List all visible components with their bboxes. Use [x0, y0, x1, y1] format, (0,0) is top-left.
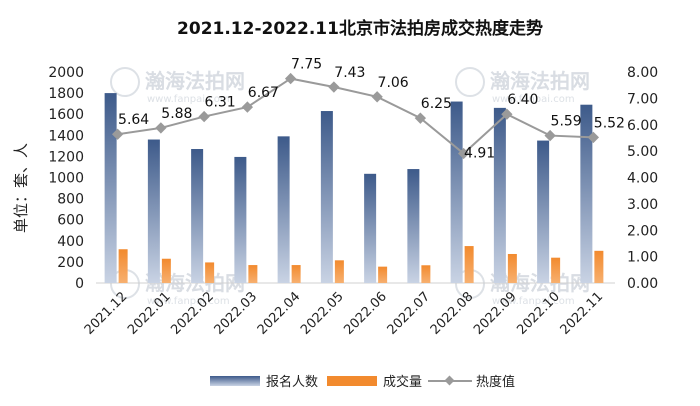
- line-series: 5.64 5.88 6.31 6.67 7.75 7.43 7.06 6.25 4.91 6.40…: [111, 57, 625, 161]
- legend: 报名人数 成交量 热度值: [210, 374, 515, 390]
- bar-deals: [118, 249, 128, 283]
- heat-data-label: 5.52: [594, 115, 625, 131]
- heat-data-label: 7.43: [334, 65, 365, 81]
- heat-point: [587, 131, 600, 144]
- heat-data-label: 7.75: [291, 57, 322, 73]
- heat-data-label: 5.59: [551, 114, 582, 130]
- bar-signups: [450, 101, 463, 283]
- watermark-url: www.fanpai.com: [492, 296, 575, 307]
- y-tick-label: 200: [57, 255, 84, 271]
- y2-tick-label: 8.00: [627, 65, 658, 81]
- y-tick-label: 1000: [48, 171, 84, 187]
- heat-point: [241, 101, 254, 113]
- y-tick-label: 1800: [48, 86, 84, 102]
- legend-label-heat: 热度值: [476, 374, 515, 390]
- bar-signups: [364, 173, 377, 283]
- bar-deals: [464, 246, 474, 283]
- bar-signups: [191, 149, 204, 283]
- x-tick-label: 2022.04: [255, 289, 304, 338]
- heat-data-label: 6.25: [421, 96, 452, 112]
- y2-tick-label: 5.00: [627, 144, 658, 160]
- y-tick-label: 1600: [48, 107, 84, 123]
- y-tick-label: 600: [57, 213, 84, 229]
- y-axis-label: 单位：套、人: [12, 143, 30, 233]
- x-tick-label: 2022.05: [298, 289, 347, 338]
- y-tick-label: 1400: [48, 128, 84, 144]
- bar-signups: [493, 107, 506, 284]
- watermark-url: www.fanpai.com: [492, 94, 575, 105]
- y-tick-label: 800: [57, 192, 84, 208]
- heat-point: [544, 129, 556, 142]
- heat-point: [155, 122, 167, 134]
- heat-point: [284, 72, 297, 85]
- heat-data-label: 6.67: [248, 85, 279, 101]
- y-tick-label: 1200: [48, 149, 84, 165]
- bar-signups: [407, 169, 420, 283]
- bar-signups: [147, 139, 160, 283]
- heat-data-label: 6.40: [507, 92, 538, 108]
- watermark-url: www.fanpai.com: [147, 94, 230, 105]
- bar-deals: [248, 265, 258, 283]
- heat-point: [457, 147, 470, 160]
- legend-label-signups: 报名人数: [266, 374, 318, 390]
- heat-data-label: 7.06: [378, 75, 409, 91]
- y-tick-label: 400: [57, 234, 84, 250]
- heat-point: [328, 81, 340, 93]
- watermark-text: 瀚海法拍网: [490, 69, 590, 93]
- x-tick-label: 2022.08: [428, 289, 477, 338]
- heat-point: [198, 110, 210, 123]
- y2-tick-label: 3.00: [627, 197, 658, 213]
- watermark-logo: [455, 67, 485, 97]
- x-tick-label: 2022.07: [385, 289, 434, 338]
- bar-signups: [537, 140, 550, 283]
- x-tick-label: 2022.06: [341, 289, 390, 338]
- y-tick-label: 0: [75, 276, 84, 292]
- bar-deals: [594, 250, 604, 283]
- bar-deals: [161, 258, 171, 283]
- watermark-text: 瀚海法拍网: [145, 69, 245, 93]
- legend-swatch-signups: [210, 376, 260, 386]
- bar-signups: [234, 156, 247, 283]
- legend-label-deals: 成交量: [383, 374, 422, 390]
- y2-tick-label: 6.00: [627, 118, 658, 134]
- bars: [104, 93, 604, 284]
- legend-marker-heat: [444, 375, 455, 386]
- watermark-url: www.fanpai.com: [147, 296, 230, 307]
- bar-deals: [507, 253, 517, 283]
- bar-signups: [277, 136, 290, 283]
- watermark-logo: [110, 67, 140, 97]
- heat-point: [371, 91, 383, 103]
- bar-deals: [334, 260, 344, 283]
- y2-tick-label: 4.00: [627, 171, 658, 187]
- heat-data-label: 5.88: [161, 106, 192, 122]
- heat-data-label: 5.64: [118, 112, 149, 128]
- legend-swatch-deals: [327, 376, 377, 386]
- chart-title: 2021.12-2022.11北京市法拍房成交热度走势: [177, 18, 543, 39]
- y2-tick-label: 0.00: [627, 276, 658, 292]
- heat-data-label: 4.91: [464, 145, 495, 161]
- bar-signups: [104, 93, 117, 283]
- y2-tick-label: 2.00: [627, 223, 658, 239]
- heat-data-label: 6.31: [205, 95, 236, 111]
- bar-deals: [378, 266, 388, 283]
- bar-signups: [580, 104, 593, 283]
- y2-tick-label: 1.00: [627, 250, 658, 266]
- y2-tick-label: 7.00: [627, 91, 658, 107]
- bar-deals: [551, 257, 561, 283]
- bar-deals: [291, 265, 301, 283]
- x-tick-label: 2021.12: [82, 289, 131, 338]
- bar-deals: [421, 265, 431, 283]
- bar-signups: [320, 111, 333, 283]
- heat-line: [117, 77, 594, 155]
- bar-deals: [205, 262, 215, 283]
- y-tick-label: 2000: [48, 65, 84, 81]
